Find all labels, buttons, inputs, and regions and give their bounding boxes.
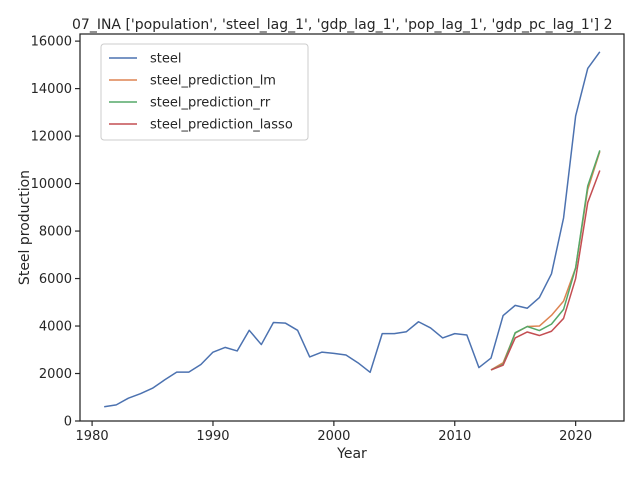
y-axis-label: Steel production [17, 170, 33, 285]
axes-frame [79, 33, 625, 422]
legend-label-steel_prediction_rr: steel_prediction_rr [150, 96, 271, 111]
y-tick-label: 14000 [31, 82, 72, 97]
y-tick-label: 16000 [31, 35, 72, 50]
series-line-steel_prediction_rr [490, 150, 601, 371]
x-tick-label: 2000 [317, 429, 350, 444]
y-tick-label: 2000 [39, 367, 72, 382]
x-tick-label: 1980 [76, 429, 109, 444]
series-line-steel_prediction_lasso [490, 170, 601, 371]
y-tick-label: 10000 [31, 177, 72, 192]
y-tick-label: 0 [64, 415, 72, 430]
axis-ticks: 1980 1990 2000 2010 2020 0 2000 4000 6000 8000 100… [31, 35, 593, 444]
x-tick-label: 2020 [559, 429, 592, 444]
y-tick-label: 8000 [39, 225, 72, 240]
y-tick-label: 4000 [39, 320, 72, 335]
x-tick-label: 1990 [196, 429, 229, 444]
series-line-steel [104, 51, 601, 408]
y-tick-label: 12000 [31, 130, 72, 145]
legend-box [100, 43, 309, 141]
y-tick-label: 6000 [39, 272, 72, 287]
legend-label-steel_prediction_lasso: steel_prediction_lasso [150, 118, 293, 133]
x-tick-label: 2010 [438, 429, 471, 444]
legend-label-steel: steel [150, 52, 181, 67]
x-axis-label: Year [336, 446, 367, 462]
chart-title: 07_INA ['population', 'steel_lag_1', 'gd… [72, 17, 613, 33]
legend: steel steel_prediction_lm steel_prediction… [100, 43, 309, 141]
plot-area [104, 51, 601, 408]
series-line-steel_prediction_lm [490, 151, 601, 371]
legend-label-steel_prediction_lm: steel_prediction_lm [150, 74, 276, 89]
